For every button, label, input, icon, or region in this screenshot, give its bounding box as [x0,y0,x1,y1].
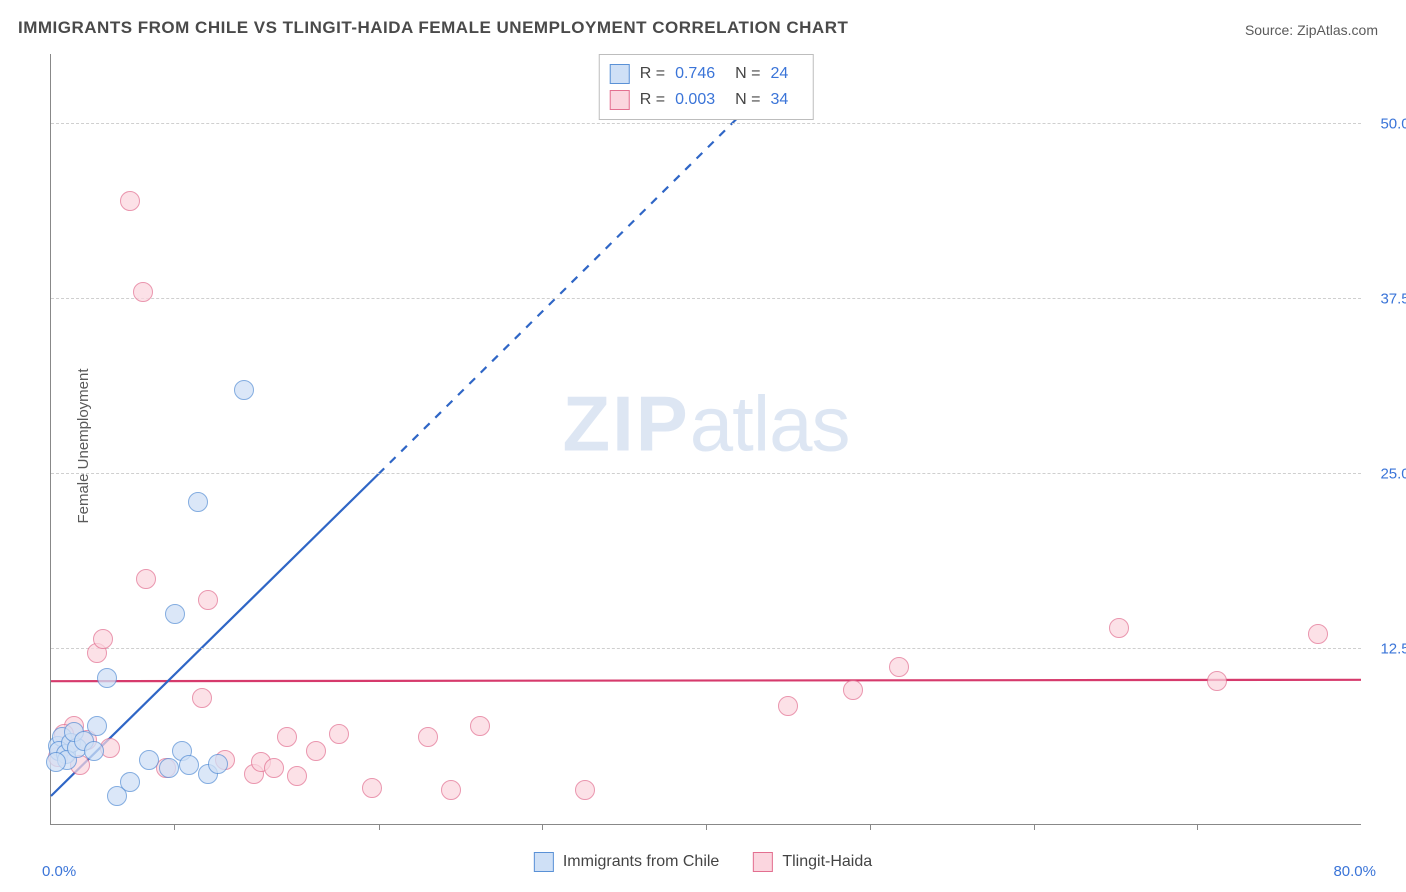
stats-n-label: N = [735,87,760,113]
x-tick [1034,824,1035,830]
scatter-point-tlingit [93,629,113,649]
scatter-point-tlingit [264,758,284,778]
scatter-point-tlingit [1308,624,1328,644]
scatter-point-chile [46,752,66,772]
scatter-point-chile [208,754,228,774]
source-attribution: Source: ZipAtlas.com [1245,22,1378,38]
scatter-point-tlingit [198,590,218,610]
legend-swatch-tlingit [753,852,773,872]
stats-swatch [610,90,630,110]
scatter-point-tlingit [1207,671,1227,691]
scatter-point-tlingit [441,780,461,800]
correlation-stats-legend: R = 0.746 N = 24 R = 0.003 N = 34 [599,54,814,120]
x-tick [379,824,380,830]
scatter-point-chile [159,758,179,778]
gridline-horizontal [51,123,1361,124]
legend-item-chile: Immigrants from Chile [534,852,719,872]
scatter-point-tlingit [889,657,909,677]
zipatlas-watermark: ZIPatlas [562,378,849,469]
stats-r-value: 0.003 [675,87,715,113]
y-tick-label: 25.0% [1380,466,1406,483]
scatter-point-chile [139,750,159,770]
scatter-point-tlingit [306,741,326,761]
scatter-point-tlingit [362,778,382,798]
scatter-point-chile [179,755,199,775]
series-legend: Immigrants from Chile Tlingit-Haida [534,852,872,872]
scatter-point-chile [188,492,208,512]
scatter-point-chile [120,772,140,792]
scatter-point-chile [97,668,117,688]
stats-row: R = 0.746 N = 24 [610,61,799,87]
y-tick-label: 37.5% [1380,291,1406,308]
stats-r-value: 0.746 [675,61,715,87]
stats-swatch [610,64,630,84]
stats-n-label: N = [735,61,760,87]
scatter-point-tlingit [120,191,140,211]
y-tick-label: 12.5% [1380,641,1406,658]
scatter-point-chile [165,604,185,624]
legend-label-tlingit: Tlingit-Haida [782,853,872,871]
legend-label-chile: Immigrants from Chile [563,853,719,871]
trend-lines-layer [51,54,1361,824]
scatter-point-tlingit [843,680,863,700]
scatter-point-tlingit [418,727,438,747]
scatter-point-tlingit [287,766,307,786]
watermark-prefix: ZIP [562,379,689,467]
scatter-point-tlingit [329,724,349,744]
watermark-suffix: atlas [690,379,850,467]
scatter-point-tlingit [778,696,798,716]
scatter-point-chile [84,741,104,761]
x-axis-max-label: 80.0% [1333,863,1376,880]
stats-row: R = 0.003 N = 34 [610,87,799,113]
scatter-point-tlingit [1109,618,1129,638]
scatter-plot-area: ZIPatlas R =0.746N =24R =0.003N =34 12.5… [50,54,1361,825]
scatter-point-tlingit [133,282,153,302]
gridline-horizontal [51,648,1361,649]
scatter-point-chile [87,716,107,736]
gridline-horizontal [51,298,1361,299]
x-tick [706,824,707,830]
stats-n-value: 24 [770,61,788,87]
x-tick [174,824,175,830]
gridline-horizontal [51,473,1361,474]
stats-n-value: 34 [770,87,788,113]
x-tick [870,824,871,830]
scatter-point-tlingit [575,780,595,800]
x-axis-min-label: 0.0% [42,863,76,880]
x-tick [542,824,543,830]
legend-swatch-chile [534,852,554,872]
legend-item-tlingit: Tlingit-Haida [753,852,872,872]
stats-r-label: R = [640,87,665,113]
stats-r-label: R = [640,61,665,87]
scatter-point-tlingit [192,688,212,708]
scatter-point-tlingit [277,727,297,747]
scatter-point-tlingit [470,716,490,736]
scatter-point-chile [234,380,254,400]
scatter-point-tlingit [136,569,156,589]
chart-title: IMMIGRANTS FROM CHILE VS TLINGIT-HAIDA F… [18,18,848,38]
y-tick-label: 50.0% [1380,116,1406,133]
x-tick [1197,824,1198,830]
